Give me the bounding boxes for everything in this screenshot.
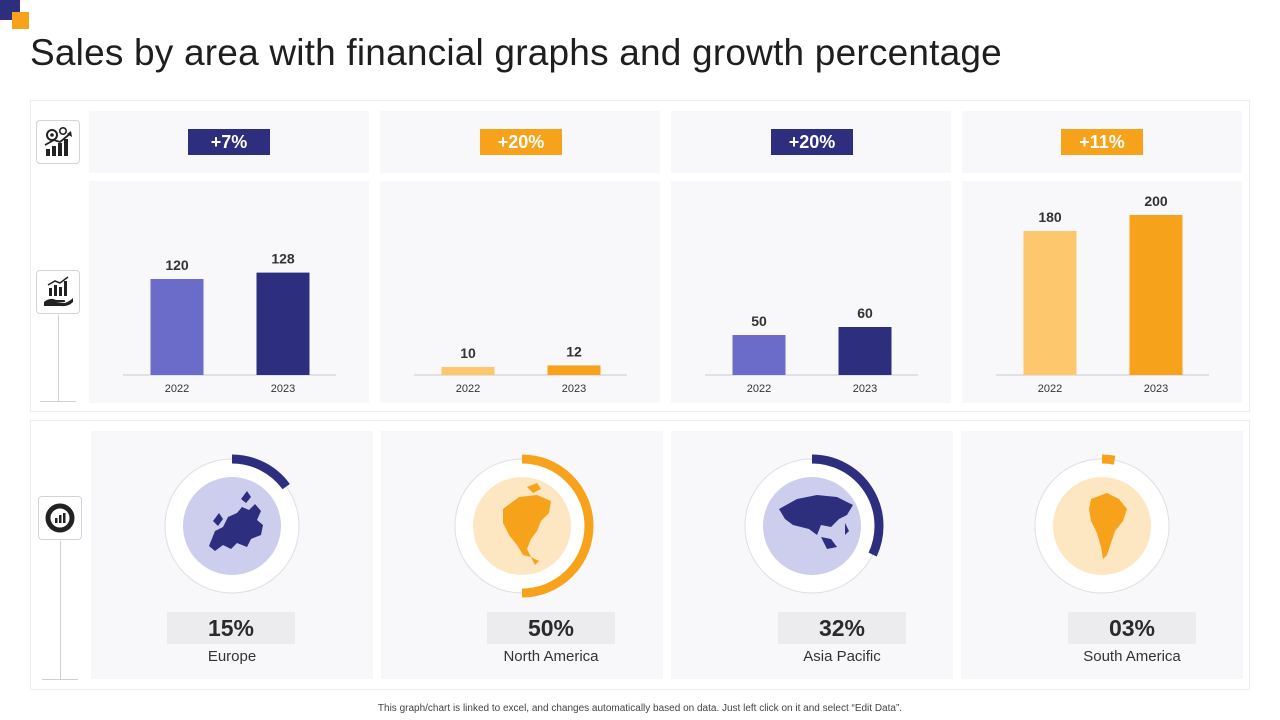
corner-accent-orange	[12, 12, 29, 29]
gauge-panel-asia-pacific: 32% Asia Pacific	[671, 431, 953, 679]
x-tick-label: 2022	[1038, 383, 1062, 395]
bar-value-label: 60	[857, 305, 873, 321]
asia-map-icon	[779, 495, 853, 549]
bar-value-label: 120	[165, 257, 189, 273]
bar-panel-asia-pacific: 50 2022 60 2023	[671, 181, 951, 403]
bar-2022	[732, 335, 786, 375]
europe-map-icon	[209, 491, 263, 551]
share-value: 03%	[1068, 612, 1196, 644]
page-title: Sales by area with financial graphs and …	[30, 32, 1002, 73]
gauge-arc	[811, 454, 884, 557]
growth-badge: +20%	[771, 129, 853, 155]
gauge-arc	[521, 454, 594, 598]
gauge-europe	[164, 454, 300, 594]
gauge-asia-pacific	[744, 454, 884, 594]
bar-2022	[150, 279, 204, 375]
region-name: South America	[1083, 648, 1181, 665]
x-tick-label: 2022	[747, 383, 771, 395]
growth-panel-north-america: +20%	[380, 111, 660, 173]
x-tick-label: 2023	[271, 383, 295, 395]
bar-value-label: 12	[566, 343, 582, 359]
connector-base	[42, 679, 78, 680]
share-value: 32%	[778, 612, 906, 644]
bar-value-label: 10	[460, 345, 476, 361]
north-america-map-icon	[503, 483, 551, 565]
bar-panel-europe: 120 2022 128 2023	[89, 181, 369, 403]
connector-line	[58, 315, 59, 401]
growth-panel-europe: +7%	[89, 111, 369, 173]
growth-badge: +7%	[188, 129, 270, 155]
bar-2022	[441, 367, 495, 375]
bar-chart-europe: 120 2022 128 2023	[123, 251, 336, 395]
bar-2023	[838, 327, 892, 375]
gauge-panel-north-america: 50% North America	[381, 431, 663, 679]
bar-value-label: 180	[1038, 209, 1062, 225]
bar-value-label: 50	[751, 313, 767, 329]
x-tick-label: 2022	[165, 383, 189, 395]
region-name: Europe	[207, 648, 257, 665]
gauge-panel-south-america: 03% South America	[961, 431, 1243, 679]
bar-2023	[256, 272, 310, 375]
south-america-map-icon	[1089, 493, 1127, 559]
gauge-north-america	[454, 454, 594, 598]
gauge-panel-europe: 15% Europe	[91, 431, 373, 679]
bar-2023	[1129, 215, 1183, 375]
bar-chart-north-america: 10 2022 12 2023	[414, 343, 627, 395]
x-tick-label: 2023	[853, 383, 877, 395]
region-name: Asia Pacific	[803, 648, 881, 665]
growth-badge: +20%	[480, 129, 562, 155]
region-name: North America	[503, 648, 599, 665]
bar-2022	[1023, 231, 1077, 375]
growth-panel-asia-pacific: +20%	[671, 111, 951, 173]
bar-chart-south-america: 180 2022 200 2023	[996, 193, 1209, 395]
x-tick-label: 2023	[1144, 383, 1168, 395]
bar-2023	[547, 365, 601, 375]
share-value: 50%	[487, 612, 615, 644]
bar-panel-north-america: 10 2022 12 2023	[380, 181, 660, 403]
share-gauges-section: 15% Europe 50% North America 32% Asia Pa…	[30, 420, 1250, 690]
donut-chart-icon	[38, 496, 82, 540]
x-tick-label: 2022	[456, 383, 480, 395]
hand-chart-icon	[36, 270, 80, 314]
connector-line	[60, 541, 61, 679]
gauge-arc	[1101, 454, 1116, 465]
bar-chart-asia-pacific: 50 2022 60 2023	[705, 305, 918, 395]
connector-base	[40, 401, 76, 402]
bar-value-label: 128	[271, 251, 295, 267]
x-tick-label: 2023	[562, 383, 586, 395]
bar-panel-south-america: 180 2022 200 2023	[962, 181, 1242, 403]
share-value: 15%	[167, 612, 295, 644]
growth-badge: +11%	[1061, 129, 1143, 155]
footnote: This graph/chart is linked to excel, and…	[377, 703, 903, 714]
bar-value-label: 200	[1144, 193, 1168, 209]
gauge-south-america	[1034, 454, 1170, 594]
gauge-arc	[231, 454, 290, 490]
bar-charts-section: +7% 120 2022 128 2023 +20% 10 2022 12 2023 +20…	[30, 100, 1250, 412]
growth-panel-south-america: +11%	[962, 111, 1242, 173]
gear-growth-chart-icon	[36, 120, 80, 164]
